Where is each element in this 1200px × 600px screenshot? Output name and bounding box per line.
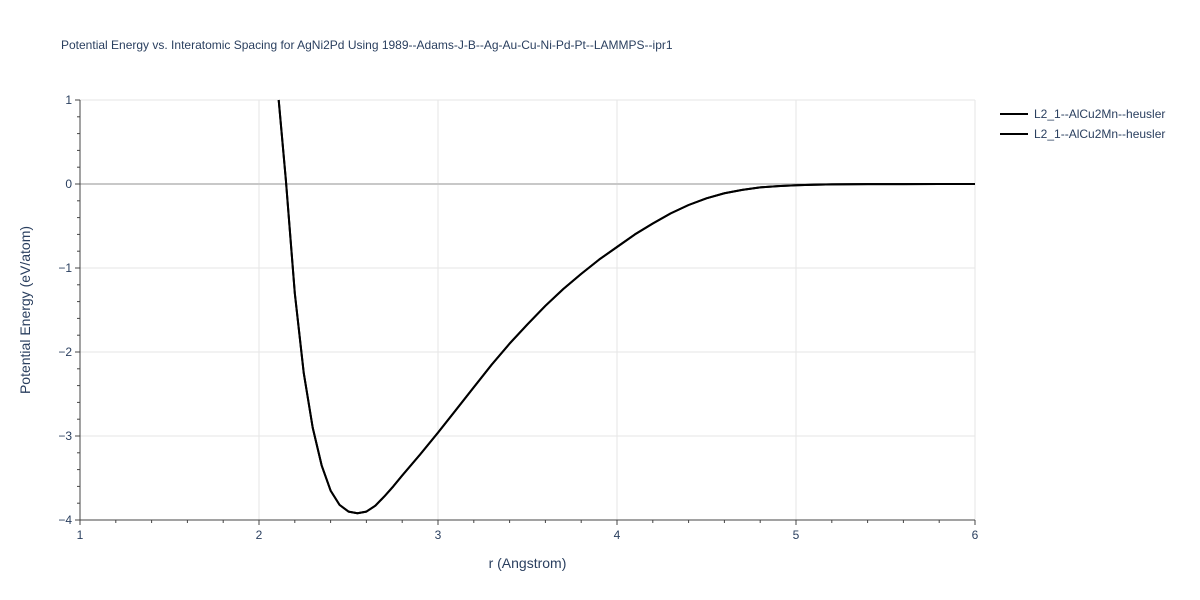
y-tick-label: −2: [58, 345, 72, 359]
y-axis-title: Potential Energy (eV/atom): [17, 226, 33, 394]
x-tick-label: 1: [77, 528, 84, 542]
legend[interactable]: L2_1--AlCu2Mn--heusler L2_1--AlCu2Mn--heu…: [1000, 107, 1165, 141]
y-tick-label: −4: [58, 513, 72, 527]
x-axis-title: r (Angstrom): [489, 555, 567, 571]
x-tick-label: 6: [972, 528, 979, 542]
y-tick-label: 1: [65, 93, 72, 107]
legend-label: L2_1--AlCu2Mn--heusler: [1034, 107, 1165, 121]
legend-item[interactable]: L2_1--AlCu2Mn--heusler: [1000, 107, 1165, 121]
x-tick-label: 3: [435, 528, 442, 542]
y-tick-label: −3: [58, 429, 72, 443]
chart-title: Potential Energy vs. Interatomic Spacing…: [61, 38, 673, 52]
x-tick-label: 4: [614, 528, 621, 542]
y-tick-label: 0: [65, 177, 72, 191]
y-tick-label: −1: [58, 261, 72, 275]
series-layer: [277, 99, 975, 515]
series-line-2: [277, 99, 975, 515]
axis-layer: [75, 99, 976, 525]
tick-label-layer: 1 2 3 4 5 6 1 0 −1 −2 −3 −4: [58, 93, 978, 542]
x-tick-label: 2: [256, 528, 263, 542]
x-tick-label: 5: [793, 528, 800, 542]
grid-layer: [80, 99, 976, 520]
series-line-1: [277, 99, 975, 515]
legend-item[interactable]: L2_1--AlCu2Mn--heusler: [1000, 127, 1165, 141]
legend-label: L2_1--AlCu2Mn--heusler: [1034, 127, 1165, 141]
